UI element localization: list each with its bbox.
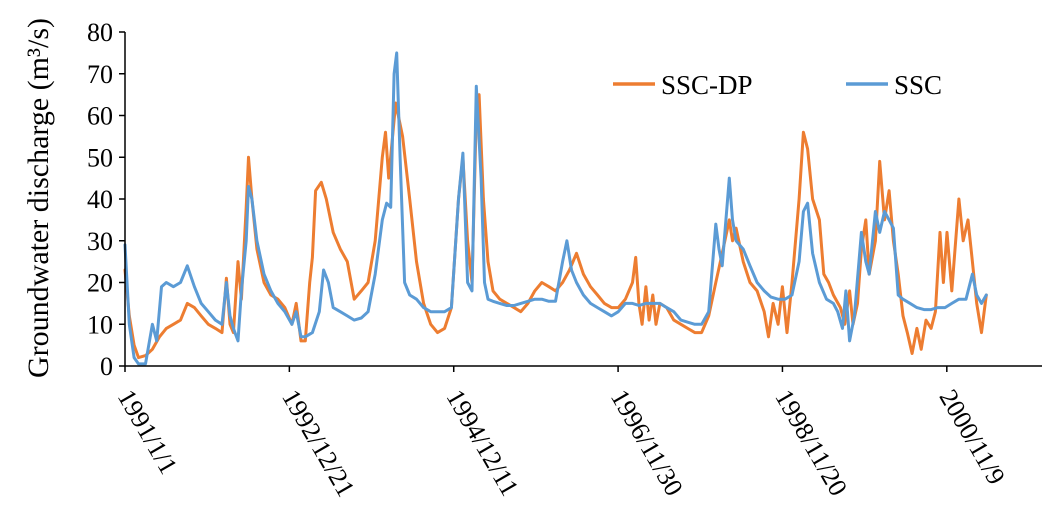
x-tick-label: 1994/12/11 (441, 385, 525, 501)
x-axis-ticks: 1991/1/1 1992/12/21 1994/12/11 1996/11/30 19… (112, 366, 1011, 502)
y-tick-label: 20 (87, 269, 113, 298)
y-axis-label-group: Groundwater discharge (m³/s) (22, 18, 55, 378)
series-line-ssc (123, 51, 988, 366)
x-tick-label: 2000/11/9 (934, 385, 1011, 490)
y-tick-label: 30 (87, 227, 113, 256)
chart-legend: SSC-DP SSC (613, 70, 942, 100)
legend-label: SSC-DP (661, 70, 753, 100)
y-tick-label: 50 (87, 143, 113, 172)
y-axis-ticks: 0 10 20 30 40 50 60 70 80 (87, 18, 125, 381)
series-line-ssc-dp (123, 93, 988, 360)
y-tick-label: 0 (100, 352, 113, 381)
series-layer (123, 51, 988, 366)
y-axis-label: Groundwater discharge (m³/s) (22, 18, 55, 378)
legend-label: SSC (894, 70, 942, 100)
y-tick-label: 40 (87, 185, 113, 214)
axes (124, 32, 1042, 367)
y-tick-label: 60 (87, 102, 113, 131)
y-tick-label: 70 (87, 60, 113, 89)
x-tick-label: 1991/1/1 (112, 385, 183, 480)
x-tick-label: 1992/12/21 (276, 385, 360, 502)
y-tick-label: 80 (87, 18, 113, 47)
x-tick-label: 1996/11/30 (605, 385, 689, 501)
x-tick-label: 1998/11/20 (769, 385, 853, 501)
y-tick-label: 10 (87, 310, 113, 339)
